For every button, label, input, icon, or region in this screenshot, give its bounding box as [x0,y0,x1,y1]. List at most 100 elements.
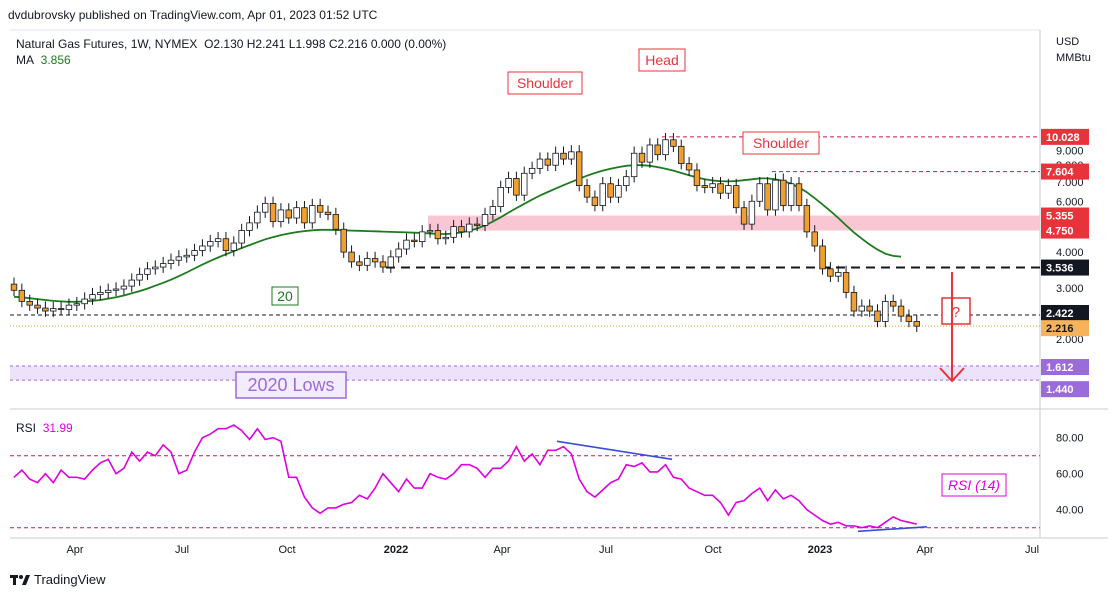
candle [874,304,881,328]
candle [89,287,96,305]
time-tick: Jul [599,544,613,556]
candle [536,152,544,175]
candle [371,251,379,268]
candle [364,251,371,272]
ohlc-values: O2.130 H2.241 L1.998 C2.216 0.000 (0.00%… [204,37,447,51]
candle [717,177,724,199]
candle [568,145,575,165]
candle [269,196,277,228]
rsi-legend-value: 31.99 [42,421,73,435]
candle [403,233,410,255]
ma-period-label: 20 [271,286,299,306]
candle [819,239,826,275]
price-tick: 3.000 [1056,283,1084,295]
candle [191,243,198,262]
right-shoulder-label: Shoulder [742,131,820,155]
candle [159,256,167,273]
candle [277,203,285,228]
candle [144,262,151,281]
svg-text:?: ? [952,304,960,321]
candle [544,152,551,171]
candle [646,138,654,168]
candle [167,253,175,270]
candle [842,265,850,299]
head-label: Head [638,48,686,72]
candle [787,177,795,212]
candle [623,169,630,192]
question-label: ? [941,297,971,325]
ma-legend-value: 3.856 [40,53,71,67]
candle [285,203,292,224]
candle [513,171,520,201]
candle [654,138,661,161]
candle [466,217,473,238]
candle [50,301,57,317]
symbol-legend[interactable]: Natural Gas Futures, 1W, NYMEX O2.130 H2… [16,37,446,51]
candle [591,190,599,212]
candle [128,273,135,292]
svg-text:1.612: 1.612 [1046,362,1074,374]
unit-label-mmbtu: MMBtu [1056,52,1091,64]
candle [725,178,732,199]
rsi-legend[interactable]: RSI 31.99 [16,421,73,435]
svg-text:1.440: 1.440 [1046,384,1074,396]
candle [905,309,913,328]
candle [293,200,300,224]
svg-text:RSI (14): RSI (14) [948,477,1000,493]
ma-legend[interactable]: MA 3.856 [16,53,71,67]
svg-text:2.422: 2.422 [1046,308,1074,320]
price-label: 1.612 [1041,359,1089,376]
candle [309,198,316,229]
time-tick: 2023 [808,544,832,556]
candle [913,314,920,332]
tradingview-footer[interactable]: TradingView [10,572,106,587]
candle [701,178,708,194]
candle [638,146,646,168]
candle [238,223,245,249]
price-tick: 6.000 [1056,196,1084,208]
candle [599,177,606,212]
candle [81,292,88,310]
price-tick: 2.000 [1056,334,1084,346]
candle [552,146,559,171]
svg-text:Shoulder: Shoulder [517,75,573,91]
candle [866,299,873,317]
rsi-tick: 60.00 [1056,469,1084,481]
candle [97,285,104,301]
candle [803,198,811,238]
candle [42,301,49,317]
candle [560,146,567,165]
candle [324,205,332,221]
time-tick: Apr [916,544,933,556]
candle [528,161,536,180]
time-tick: Jul [175,544,189,556]
tradingview-brand: TradingView [34,572,106,587]
svg-text:2020 Lows: 2020 Lows [247,375,334,395]
candle [850,285,858,317]
svg-text:5.355: 5.355 [1046,211,1074,223]
candle [489,199,497,221]
candle [246,216,253,237]
price-label: 5.355 [1041,207,1089,224]
symbol-title: Natural Gas Futures, 1W, NYMEX [16,37,198,51]
candle [152,260,159,275]
price-tick: 4.000 [1056,247,1084,259]
rsi-legend-label: RSI [16,421,37,435]
candle [73,297,80,311]
price-label: 10.028 [1041,128,1089,145]
rsi-divergence-line [556,440,673,461]
candle [426,223,434,238]
candle [630,146,638,183]
price-tick: 9.000 [1056,145,1084,157]
tradingview-logo-icon [10,574,30,585]
candle [261,196,269,218]
candle [199,239,206,257]
candle [340,222,347,258]
candle [348,245,355,268]
price-label: 3.536 [1041,259,1089,276]
candle [882,294,889,328]
candle [356,255,363,272]
candle [693,163,701,192]
candle [740,200,748,230]
